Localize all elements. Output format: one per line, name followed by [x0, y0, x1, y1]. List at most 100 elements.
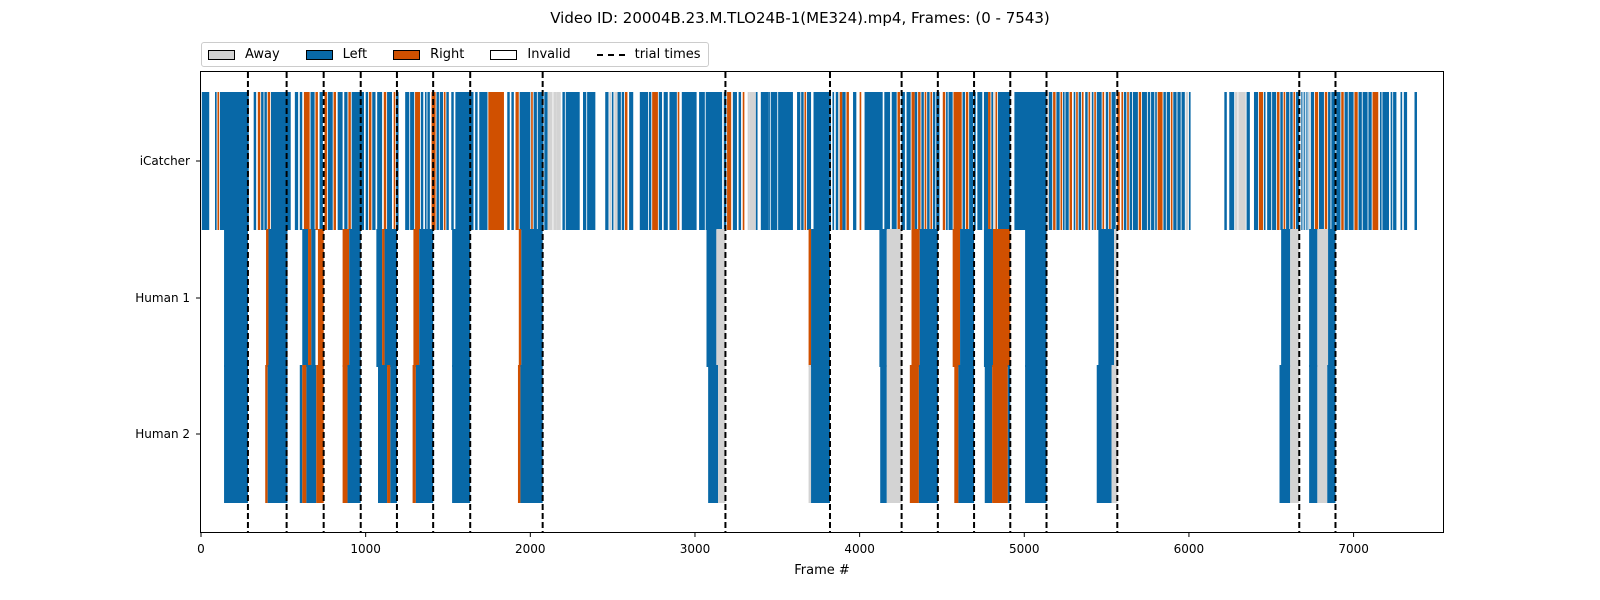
human-2-segment-left: [299, 365, 303, 503]
human-1-segment-left: [521, 229, 543, 367]
icatcher-segment-left: [884, 92, 891, 230]
icatcher-segment-left: [891, 92, 897, 230]
icatcher-segment-left: [1048, 92, 1053, 230]
legend-dashed-line: [596, 53, 625, 56]
human-2-segment-left: [1309, 365, 1318, 503]
icatcher-segment-right: [930, 92, 933, 230]
icatcher-segment-left: [507, 92, 510, 230]
icatcher-segment-left: [1295, 92, 1300, 230]
icatcher-segment-left: [387, 92, 392, 230]
icatcher-segment-left: [1263, 92, 1266, 230]
icatcher-segment-left: [427, 92, 430, 230]
icatcher-segment-away: [1047, 92, 1049, 230]
human-1-segment-left: [349, 229, 361, 367]
human-2-segment-left: [1327, 365, 1336, 503]
human-2-segment-right: [909, 365, 919, 503]
human-2-segment-away: [1111, 365, 1118, 503]
icatcher-segment-away: [747, 92, 750, 230]
icatcher-segment-right: [1283, 92, 1286, 230]
y-axis: iCatcher Human 1 Human 2: [135, 154, 201, 441]
icatcher-segment-right: [368, 92, 372, 230]
icatcher-segment-right: [1277, 92, 1280, 230]
icatcher-segment-right: [315, 92, 318, 230]
icatcher-segment-left: [932, 92, 936, 230]
icatcher-segment-left: [1155, 92, 1157, 230]
icatcher-segment-right: [1094, 92, 1096, 230]
icatcher-segment-left: [768, 92, 770, 230]
icatcher-segment-left: [1302, 92, 1304, 230]
icatcher-segment-left: [774, 92, 778, 230]
human-2-segment-left: [452, 365, 471, 503]
icatcher-segment-left: [699, 92, 705, 230]
icatcher-segment-right: [677, 92, 680, 230]
icatcher-segment-left: [261, 92, 264, 230]
human-2-segment-left: [224, 365, 248, 503]
legend-label-invalid: Invalid: [527, 47, 571, 62]
human-2-segment-left: [918, 365, 938, 503]
x-tick-label: 3000: [680, 542, 711, 556]
icatcher-segment-left: [1142, 92, 1147, 230]
human-1-segment-left: [452, 229, 471, 367]
icatcher-segment-left: [1056, 92, 1060, 230]
icatcher-segment-left: [1163, 92, 1166, 230]
human-1-segment-right: [308, 229, 312, 367]
icatcher-segment-away: [553, 92, 557, 230]
icatcher-segment-left: [1368, 92, 1372, 230]
x-tick-label: 0: [197, 542, 205, 556]
x-tick-label: 7000: [1338, 542, 1369, 556]
icatcher-segment-left: [797, 92, 801, 230]
human-2-segment-left: [347, 365, 361, 503]
icatcher-segment-left: [1147, 92, 1151, 230]
human-1-segment-left: [706, 229, 717, 367]
human-2-segment-left: [1025, 365, 1047, 503]
icatcher-segment-right: [1060, 92, 1063, 230]
icatcher-segment-left: [1393, 92, 1397, 230]
icatcher-segment-right: [911, 92, 915, 230]
icatcher-segment-left: [1166, 92, 1170, 230]
icatcher-segment-left: [621, 92, 625, 230]
icatcher-segment-left: [420, 92, 424, 230]
legend-swatch-invalid: [490, 49, 518, 60]
human-2-segment-left: [415, 365, 434, 503]
icatcher-segment-away: [1185, 92, 1189, 230]
icatcher-segment-left: [270, 92, 291, 230]
icatcher-segment-left: [1328, 92, 1331, 230]
icatcher-segment-right: [1341, 92, 1344, 230]
icatcher-segment-left: [914, 92, 918, 230]
icatcher-segment-left: [1286, 92, 1290, 230]
icatcher-segment-left: [377, 92, 383, 230]
human-1-segment-away: [716, 229, 726, 367]
icatcher-segment-right: [942, 92, 946, 230]
icatcher-segment-left: [436, 92, 439, 230]
human-2-segment-left: [267, 365, 288, 503]
icatcher-segment-left: [583, 92, 587, 230]
icatcher-segment-left: [1358, 92, 1362, 230]
icatcher-segment-right: [965, 92, 969, 230]
human-1-segment-left: [311, 229, 316, 367]
icatcher-segment-left: [475, 92, 478, 230]
human-2-segment-right: [302, 365, 307, 503]
human-1-segment-left: [268, 229, 288, 367]
icatcher-segment-left: [778, 92, 793, 230]
human-1-segment-left: [419, 229, 434, 367]
icatcher-segment-left: [853, 92, 857, 230]
icatcher-segment-left: [537, 92, 544, 230]
icatcher-segment-left: [396, 92, 399, 230]
icatcher-segment-right: [1258, 92, 1264, 230]
icatcher-segment-right: [1088, 92, 1091, 230]
human-2-segment-away: [718, 365, 726, 503]
icatcher-segment-right: [1102, 92, 1105, 230]
legend-swatch-right: [393, 49, 421, 60]
icatcher-segment-left: [439, 92, 444, 230]
icatcher-segment-left: [1132, 92, 1138, 230]
icatcher-segment-left: [1123, 92, 1127, 230]
legend-label-trial-times: trial times: [634, 47, 701, 62]
icatcher-segment-right: [1117, 92, 1120, 230]
icatcher-segment-left: [639, 92, 649, 230]
human-1-segment-right: [413, 229, 420, 367]
human-2-segment-right: [517, 365, 521, 503]
icatcher-segment-right: [1127, 92, 1129, 230]
human-2-segment-away: [808, 365, 812, 503]
human-2-segment-right: [954, 365, 959, 503]
